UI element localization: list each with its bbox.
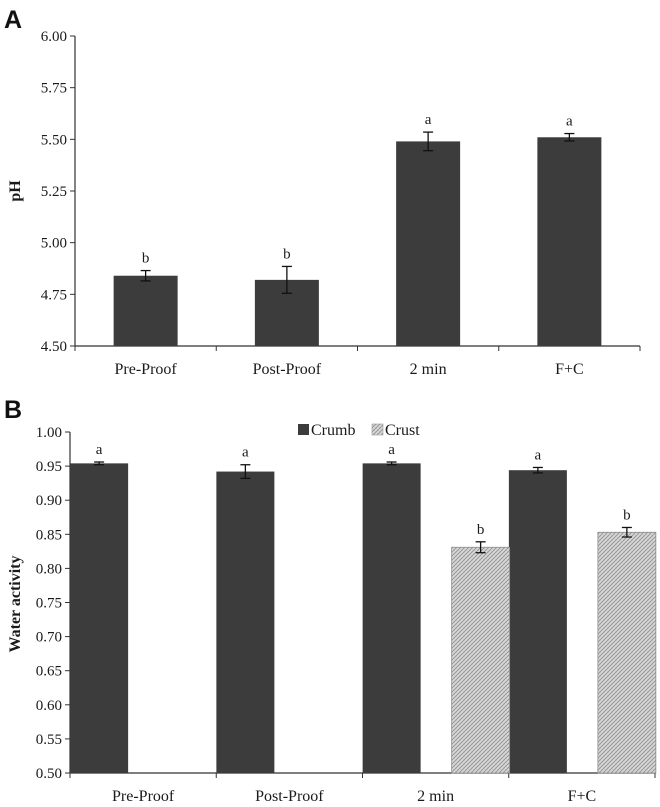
y-tick-label: 0.50 xyxy=(36,766,62,782)
y-tick-label: 5.00 xyxy=(41,236,67,252)
panel-a-category-labels: Pre-Proof Post-Proof 2 min F+C xyxy=(115,361,584,378)
significance-label: b xyxy=(477,522,485,538)
significance-label: a xyxy=(96,442,103,458)
panel-b-bars xyxy=(70,463,657,774)
significance-label: a xyxy=(566,114,573,130)
bar-ph xyxy=(113,275,178,346)
y-tick-label: 0.90 xyxy=(36,493,62,509)
panel-b-axes xyxy=(69,432,656,778)
panel-a-significance-labels: b b a a xyxy=(142,112,573,266)
y-tick-label: 0.60 xyxy=(36,698,62,714)
significance-label: a xyxy=(388,442,395,458)
category-label: Pre-Proof xyxy=(115,361,178,378)
y-tick-label: 0.85 xyxy=(36,527,62,543)
significance-label: b xyxy=(623,507,631,523)
panel-a-error-bars xyxy=(140,131,575,294)
category-label: 2 min xyxy=(417,788,454,805)
category-label: Post-Proof xyxy=(253,361,322,378)
significance-label: a xyxy=(535,447,542,463)
y-tick-label: 4.50 xyxy=(41,339,67,355)
panel-b-y-axis-label: Water activity xyxy=(7,555,24,652)
significance-label: a xyxy=(242,445,249,461)
panel-b-significance-labels: a a a a b b xyxy=(96,442,631,538)
panel-b-category-labels: Pre-Proof Post-Proof 2 min F+C xyxy=(112,788,596,805)
panel-a-chart: A pH 4.50 4.75 5.00 5.25 5.50 5.75 6.00 b b a a P… xyxy=(4,6,641,378)
y-tick-label: 0.55 xyxy=(36,732,62,748)
y-tick-label: 5.75 xyxy=(41,81,67,97)
y-tick-label: 4.75 xyxy=(41,287,67,303)
legend-label-crust: Crust xyxy=(385,422,420,439)
bar-crust xyxy=(451,546,511,774)
y-tick-label: 0.75 xyxy=(36,596,62,612)
legend-swatch-crust xyxy=(371,423,384,436)
category-label: 2 min xyxy=(410,361,447,378)
significance-label: b xyxy=(142,251,150,267)
bar-ph xyxy=(537,137,602,346)
panel-b-error-bars xyxy=(94,461,632,554)
bar-crumb xyxy=(216,471,275,773)
y-tick-label: 5.50 xyxy=(41,132,67,148)
bar-ph xyxy=(396,141,461,346)
panel-a-y-axis-label: pH xyxy=(7,180,24,202)
legend-swatch-crumb xyxy=(298,424,309,435)
y-tick-label: 0.65 xyxy=(36,664,62,680)
bar-crumb xyxy=(508,470,567,773)
y-tick-label: 1.00 xyxy=(36,425,62,441)
bar-crumb xyxy=(362,463,421,773)
y-tick-label: 6.00 xyxy=(41,29,67,45)
panel-b-y-ticks: 0.50 0.55 0.60 0.65 0.70 0.75 0.80 0.85 0.90 0.95… xyxy=(36,425,70,782)
significance-label: a xyxy=(425,112,432,128)
panel-a-bars xyxy=(113,137,602,346)
panel-b-legend: Crumb Crust xyxy=(298,422,420,439)
legend-label-crumb: Crumb xyxy=(311,422,355,439)
y-tick-label: 5.25 xyxy=(41,184,67,200)
y-tick-label: 0.95 xyxy=(36,459,62,475)
category-label: Post-Proof xyxy=(255,788,324,805)
y-tick-label: 0.80 xyxy=(36,561,62,577)
category-label: F+C xyxy=(555,361,584,378)
bar-crust xyxy=(597,531,657,774)
category-label: F+C xyxy=(568,788,597,805)
panel-a-letter: A xyxy=(4,6,22,34)
panel-b-chart: B Water activity Crumb Crust 0.50 0.55 0.6… xyxy=(4,396,657,805)
category-label: Pre-Proof xyxy=(112,788,175,805)
bar-crumb xyxy=(70,463,129,773)
y-tick-label: 0.70 xyxy=(36,630,62,646)
panel-a-y-ticks: 4.50 4.75 5.00 5.25 5.50 5.75 6.00 xyxy=(41,29,75,355)
panel-b-letter: B xyxy=(4,396,22,424)
significance-label: b xyxy=(283,246,291,262)
